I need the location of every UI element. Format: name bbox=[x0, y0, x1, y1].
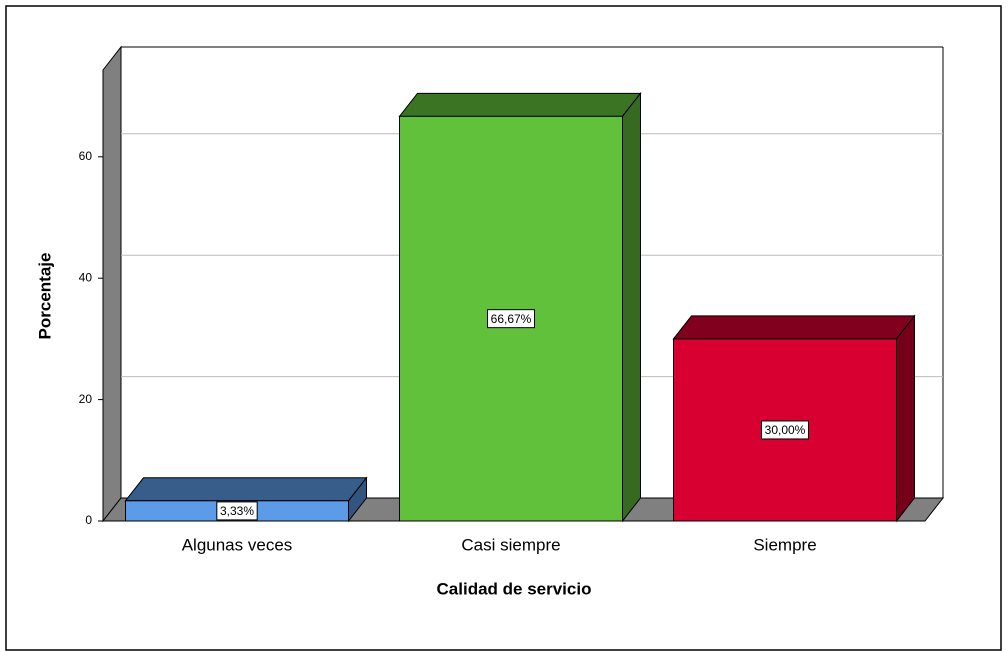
y-tick-label: 20 bbox=[79, 392, 93, 406]
y-axis-title: Porcentaje bbox=[35, 253, 54, 340]
left-wall bbox=[102, 45, 122, 523]
x-axis-title: Calidad de servicio bbox=[437, 579, 592, 598]
value-label: 30,00% bbox=[765, 423, 806, 437]
bar bbox=[124, 476, 368, 523]
y-tick-label: 40 bbox=[79, 270, 93, 284]
x-tick-label: Casi siempre bbox=[461, 535, 560, 554]
bar-top bbox=[124, 477, 368, 502]
x-tick-label: Algunas veces bbox=[182, 535, 293, 554]
bar-top bbox=[398, 92, 642, 117]
y-tick-label: 0 bbox=[85, 513, 92, 527]
value-label: 66,67% bbox=[491, 312, 532, 326]
value-label-box bbox=[216, 501, 258, 521]
bar-side bbox=[622, 91, 641, 523]
bar-side bbox=[896, 314, 915, 523]
bar-top bbox=[672, 315, 916, 340]
x-tick-label: Siempre bbox=[753, 535, 816, 554]
y-tick-label: 60 bbox=[79, 149, 93, 163]
value-label: 3,33% bbox=[220, 504, 254, 518]
bar bbox=[672, 314, 916, 523]
bar bbox=[398, 91, 642, 523]
value-label-box bbox=[760, 420, 810, 440]
value-label-box bbox=[486, 309, 536, 329]
